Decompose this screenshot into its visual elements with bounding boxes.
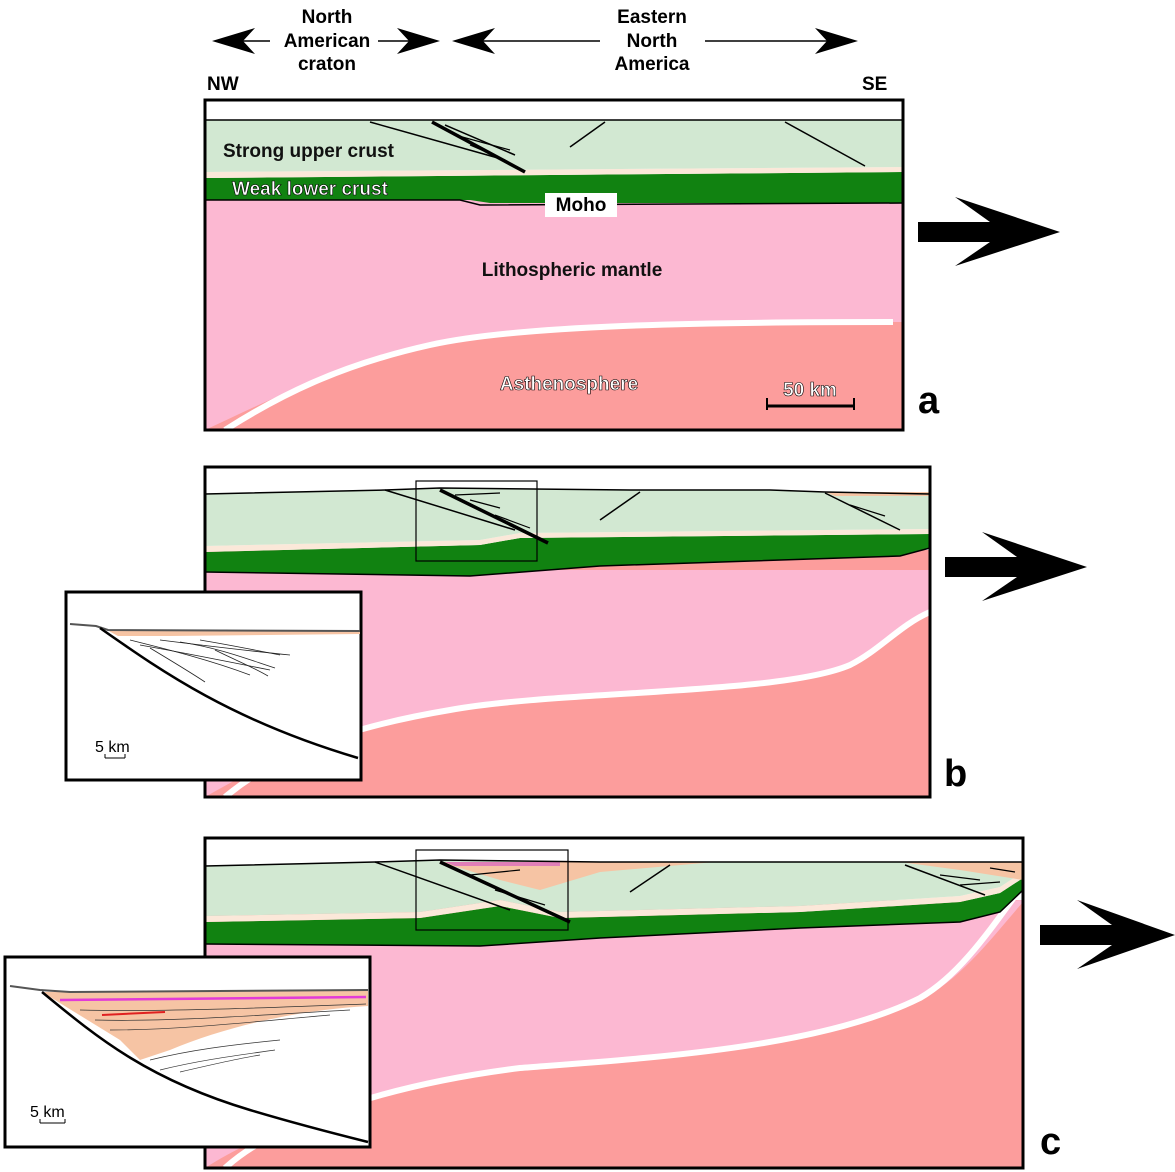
lower-crust-region-c: [205, 878, 1023, 946]
eastern-label-line3: America: [615, 54, 690, 75]
faults-b: [384, 488, 901, 545]
eastern-na-extent-arrow: [452, 28, 858, 54]
eastern-label-line2: North: [627, 31, 678, 52]
moho-label-box: [545, 193, 617, 217]
lower-crust-label: Weak lower crust: [232, 179, 389, 200]
eastern-label-line1: Eastern: [617, 7, 687, 28]
panel-b-label: b: [944, 753, 967, 795]
nw-label: NW: [207, 74, 239, 95]
plate-motion-arrow-c: [1040, 900, 1175, 969]
inset-c: 5 km: [3, 955, 372, 1149]
mantle-label: Lithospheric mantle: [482, 260, 663, 281]
scale-bar-50km: 50 km: [766, 380, 855, 410]
inset-scale-label-b: 5 km: [95, 739, 130, 756]
lithospheric-mantle-region-a: [205, 200, 903, 430]
panel-c: 5 km c: [3, 836, 1175, 1170]
plate-motion-arrow-b: [945, 532, 1087, 601]
upper-crust-region-b: [205, 488, 930, 546]
craton-label-line3: craton: [298, 54, 356, 75]
panel-a: Strong upper crust Weak lower crust Moho…: [203, 98, 1060, 432]
lithospheric-mantle-region-c: [205, 900, 1023, 1168]
upper-crust-region-a: [205, 120, 903, 172]
moho-label: Moho: [556, 195, 607, 216]
panel-c-label: c: [1040, 1121, 1061, 1163]
asthenosphere-label: Asthenosphere: [500, 374, 638, 395]
header-annotations: North American craton Eastern North Amer…: [207, 7, 887, 95]
panel-a-label: a: [918, 380, 940, 422]
faults-a: [369, 120, 866, 174]
inset-b: 5 km: [64, 590, 363, 782]
lower-crust-region-b: [205, 534, 930, 576]
se-label: SE: [862, 74, 887, 95]
lab-boundary-a: [223, 319, 894, 430]
craton-extent-arrow: [212, 28, 440, 54]
inset-locator-box-c: [415, 849, 569, 931]
scale-bar-label: 50 km: [783, 380, 837, 401]
craton-label-line2: American: [284, 31, 371, 52]
lower-crust-region-a: [205, 172, 903, 203]
plate-motion-arrow-a: [918, 197, 1060, 266]
faults-c: [374, 860, 1016, 924]
craton-label-line1: North: [302, 7, 353, 28]
inset-scale-label-c: 5 km: [30, 1104, 65, 1121]
inset-locator-box-b: [415, 480, 538, 562]
lithospheric-mantle-region-b: [205, 570, 930, 797]
panel-b: 5 km b: [64, 465, 1087, 799]
upper-crust-label: Strong upper crust: [223, 141, 395, 162]
